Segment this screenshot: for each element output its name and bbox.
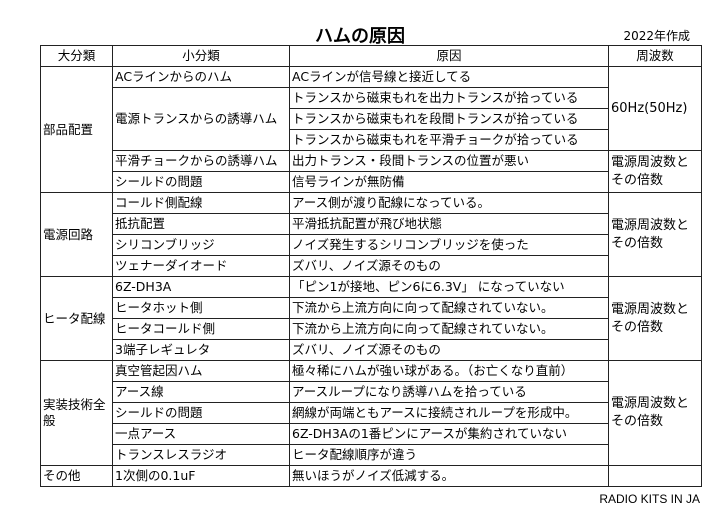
table-row: 平滑チョークからの誘導ハム 出力トランス・段間トランスの位置が悪い 電源周波数とその… <box>41 150 702 193</box>
subcategory-cell: 一点アース <box>112 423 290 445</box>
table-row: 部品配置 ACラインからのハム ACラインが信号線と接近してる 60Hz(50Hz) <box>40 66 702 193</box>
cause-cell: アースループになり誘導ハムを拾っている <box>289 381 609 403</box>
category-cell: ヒータ配線 <box>40 276 113 361</box>
subcategory-cell: 3端子レギュレタ <box>112 339 290 361</box>
category-cell: 電源回路 <box>40 192 113 277</box>
frequency-cell <box>608 465 702 487</box>
table-row: シールドの問題 信号ラインが無防備 <box>41 171 702 193</box>
subcategory-cell: 電源トランスからの誘導ハム <box>112 87 290 151</box>
table-row: 3端子レギュレタ ズバリ、ノイズ源そのもの <box>41 339 702 361</box>
subcategory-cell: 1次側の0.1uF <box>112 465 290 487</box>
category-cell: 部品配置 <box>40 66 113 193</box>
subcategory-cell: トランスレスラジオ <box>112 444 290 466</box>
cause-cell: 平滑抵抗配置が飛び地状態 <box>289 213 609 235</box>
cause-cell: 下流から上流方向に向って配線されていない。 <box>289 297 609 319</box>
frequency-cell: 電源周波数とその倍数 <box>608 192 702 277</box>
subcategory-cell: 6Z-DH3A <box>112 276 290 298</box>
header-subcategory: 小分類 <box>112 45 290 67</box>
table-row: 抵抗配置 平滑抵抗配置が飛び地状態 <box>41 213 702 235</box>
header-row: 大分類 小分類 原因 周波数 <box>40 45 702 67</box>
subcategory-cell: シールドの問題 <box>112 171 290 193</box>
table-row: ヒータ配線 6Z-DH3A 「ピン1が接地、ピン6に6.3V」 になっていない 電源周… <box>40 276 702 361</box>
subcategory-cell: ツェナーダイオード <box>112 255 290 277</box>
cause-cell: ノイズ発生するシリコンブリッジを使った <box>289 234 609 256</box>
table-row: シールドの問題 網線が両端ともアースに接続されループを形成中。 <box>41 402 702 424</box>
subcategory-cell: 平滑チョークからの誘導ハム <box>112 150 290 172</box>
table-row: トランスから磁束もれを段間トランスが拾っている <box>41 108 702 130</box>
cause-cell: 6Z-DH3Aの1番ピンにアースが集約されていない <box>289 423 609 445</box>
cause-cell: アース側が渡り配線になっている。 <box>289 192 609 214</box>
subcategory-cell: 抵抗配置 <box>112 213 290 235</box>
table-row: 電源トランスからの誘導ハム トランスから磁束もれを出力トランスが拾っている <box>41 87 702 151</box>
cause-cell: ACラインが信号線と接近してる <box>289 66 609 88</box>
header-frequency: 周波数 <box>608 45 702 67</box>
hum-causes-table: 大分類 小分類 原因 周波数 部品配置 ACラインからのハム ACラインが信号線と接… <box>40 45 702 487</box>
cause-cell: トランスから磁束もれを出力トランスが拾っている <box>289 87 609 109</box>
category-cell: その他 <box>40 465 113 487</box>
frequency-cell: 電源周波数とその倍数 <box>608 276 702 361</box>
table-row: 電源回路 コールド側配線 アース側が渡り配線になっている。 電源周波数とその倍数 <box>40 192 702 277</box>
cause-cell: 「ピン1が接地、ピン6に6.3V」 になっていない <box>289 276 609 298</box>
table-row: その他 1次側の0.1uF 無いほうがノイズ低減する。 <box>40 465 702 487</box>
category-cell: 実装技術全般 <box>40 360 113 466</box>
subcategory-cell: シールドの問題 <box>112 402 290 424</box>
subcategory-cell: ACラインからのハム <box>112 66 290 88</box>
subcategory-cell: アース線 <box>112 381 290 403</box>
cause-cell: ズバリ、ノイズ源そのもの <box>289 339 609 361</box>
cause-cell: ズバリ、ノイズ源そのもの <box>289 255 609 277</box>
table-row: シリコンブリッジ ノイズ発生するシリコンブリッジを使った <box>41 234 702 256</box>
cause-cell: ヒータ配線順序が違う <box>289 444 609 466</box>
cause-cell: 信号ラインが無防備 <box>289 171 609 193</box>
cause-cell: 出力トランス・段間トランスの位置が悪い <box>289 150 609 172</box>
table-row: ヒータホット側 下流から上流方向に向って配線されていない。 <box>41 297 702 319</box>
subcategory-cell: ヒータホット側 <box>112 297 290 319</box>
subcategory-cell: ヒータコールド側 <box>112 318 290 340</box>
table-row: ツェナーダイオード ズバリ、ノイズ源そのもの <box>41 255 702 277</box>
table-row: ヒータコールド側 下流から上流方向に向って配線されていない。 <box>41 318 702 340</box>
header-cause: 原因 <box>289 45 609 67</box>
page-title: ハムの原因 <box>315 26 405 47</box>
cause-cell: 網線が両端ともアースに接続されループを形成中。 <box>289 402 609 424</box>
cause-cell: トランスから磁束もれを段間トランスが拾っている <box>289 108 609 130</box>
cause-cell: 下流から上流方向に向って配線されていない。 <box>289 318 609 340</box>
frequency-cell: 電源周波数とその倍数 <box>608 360 702 466</box>
table-row: 実装技術全般 真空管起因ハム 極々稀にハムが強い球がある。（お亡くなり直前） 電源周波… <box>40 360 702 466</box>
creation-date: 2022年作成 <box>623 29 690 43</box>
table-row: トランスから磁束もれを平滑チョークが拾っている <box>41 129 702 151</box>
cause-cell: 無いほうがノイズ低減する。 <box>289 465 609 487</box>
frequency-cell: 電源周波数とその倍数 <box>608 150 702 193</box>
subcategory-cell: 真空管起因ハム <box>112 360 290 382</box>
table-row: トランスレスラジオ ヒータ配線順序が違う <box>41 444 702 466</box>
subcategory-cell: シリコンブリッジ <box>112 234 290 256</box>
footer-credit: RADIO KITS IN JA <box>599 492 700 506</box>
table-row: アース線 アースループになり誘導ハムを拾っている <box>41 381 702 403</box>
cause-cell: トランスから磁束もれを平滑チョークが拾っている <box>289 129 609 151</box>
cause-cell: 極々稀にハムが強い球がある。（お亡くなり直前） <box>289 360 609 382</box>
header-category: 大分類 <box>40 45 113 67</box>
subcategory-cell: コールド側配線 <box>112 192 290 214</box>
table-row: 一点アース 6Z-DH3Aの1番ピンにアースが集約されていない <box>41 423 702 445</box>
frequency-cell: 60Hz(50Hz) <box>608 66 702 151</box>
